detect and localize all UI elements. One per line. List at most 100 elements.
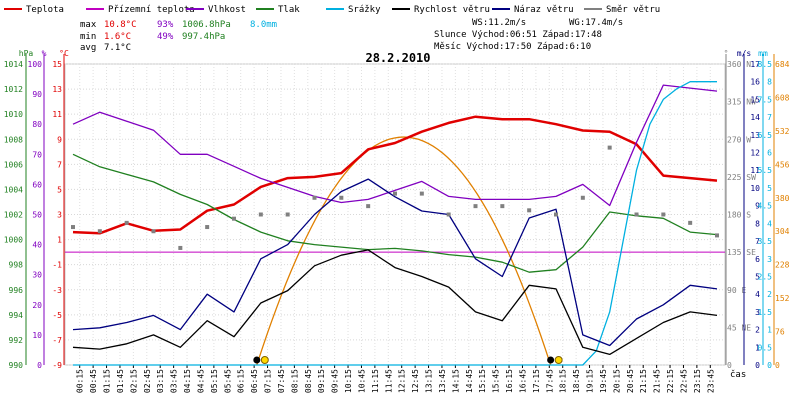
x-tick-label: 16:15: [505, 369, 514, 393]
x-tick-label: 22:45: [679, 369, 688, 393]
stats-min-temp: 1.6°C: [104, 32, 131, 42]
x-tick-label: 23:15: [693, 369, 702, 393]
stats-max-rain: 8.0mm: [250, 20, 277, 30]
axis-tick-wind: 16: [750, 78, 760, 87]
info-sun: Slunce Východ:06:51 Západ:17:48: [434, 30, 602, 40]
axis-tick-rain: 8.5: [758, 60, 773, 69]
axis-tick-rain: 2.5: [758, 272, 773, 281]
wind-direction-point: [285, 212, 290, 217]
axis-tick-wind: 13: [750, 131, 760, 140]
axis-tick-pressure: 1014: [4, 60, 23, 69]
x-tick-label: 07:15: [264, 369, 273, 393]
wind-direction-point: [339, 195, 344, 200]
stats-min-humidity: 49%: [157, 32, 174, 42]
wind-direction-point: [607, 145, 612, 150]
axis-tick-temperature: -9: [52, 361, 62, 370]
axis-tick-wind: 10: [750, 184, 760, 193]
axis-tick-wind: 0: [755, 361, 760, 370]
info-moon: Měsíc Východ:17:50 Západ:6:10: [434, 42, 591, 52]
axis-tick-temperature: -5: [52, 311, 62, 320]
wind-direction-point: [580, 195, 585, 200]
x-tick-label: 03:15: [156, 369, 165, 393]
x-tick-label: 00:15: [76, 369, 85, 393]
x-tick-label: 02:45: [143, 369, 152, 393]
x-tick-label: 09:15: [317, 369, 326, 393]
wind-direction-point: [97, 229, 102, 234]
axis-tick-rain: 3.5: [758, 237, 773, 246]
axis-tick-pressure: 1006: [4, 160, 23, 169]
legend-label-0: Teplota: [26, 5, 64, 15]
x-tick-label: 00:45: [89, 369, 98, 393]
legend-label-4: Srážky: [348, 5, 381, 15]
wind-direction-point: [232, 216, 236, 221]
x-tick-label: 19:15: [586, 369, 595, 393]
axis-tick-pressure: 998: [9, 261, 24, 270]
wind-direction-point: [500, 204, 505, 209]
sun-markers: [253, 356, 563, 364]
sunset-moon-icon: [547, 356, 555, 364]
x-tick-label: 22:15: [666, 369, 675, 393]
wind-direction-point: [312, 195, 317, 200]
axis-tick-humidity: 0: [37, 361, 42, 370]
x-tick-label: 10:15: [344, 369, 353, 393]
axis-tick-direction: 90 E: [727, 286, 746, 295]
series-sm-r-v-tru: [71, 145, 719, 250]
axis-tick-temperature: 7: [57, 160, 62, 169]
axis-tick-rain: 0: [767, 361, 772, 370]
axis-tick-pressure: 1000: [4, 236, 23, 245]
axis-tick-temperature: -1: [52, 261, 62, 270]
stats-max-label: max: [80, 20, 97, 30]
x-tick-label: 11:45: [384, 369, 393, 393]
axis-tick-pressure: 994: [9, 311, 24, 320]
legend-label-6: Náraz větru: [514, 5, 574, 15]
axis-tick-pressure: 992: [9, 336, 24, 345]
axis-tick-temperature: 11: [52, 110, 62, 119]
x-tick-label: 06:15: [237, 369, 246, 393]
axis-tick-rain: 6.5: [758, 131, 773, 140]
series-tlak: [72, 153, 718, 273]
wind-direction-point: [527, 208, 532, 213]
series-radiation: [256, 136, 552, 366]
wind-direction-point: [634, 212, 639, 217]
axis-tick-humidity: 80: [32, 120, 42, 129]
axis-tick-rain: 2: [767, 290, 772, 299]
x-tick-label: 12:45: [411, 369, 420, 393]
wind-direction-point: [151, 229, 156, 234]
axis-tick-direction: 180 S: [727, 211, 751, 220]
wind-direction-point: [71, 225, 75, 230]
axis-tick-wind: 7: [755, 237, 760, 246]
axis-label-temperature: °C: [59, 49, 69, 58]
stats-max-temp: 10.8°C: [104, 20, 137, 30]
axis-tick-rain: 1.5: [758, 308, 773, 317]
axis-tick-pressure: 1004: [4, 185, 23, 194]
axis-tick-humidity: 30: [32, 271, 42, 280]
x-tick-label: 16:45: [518, 369, 527, 393]
axis-tick-humidity: 20: [32, 301, 42, 310]
x-tick-label: 02:15: [129, 369, 138, 393]
x-tick-label: 05:15: [210, 369, 219, 393]
axis-tick-humidity: 40: [32, 241, 42, 250]
axis-tick-wind: 9: [755, 202, 760, 211]
series-sr-ky: [73, 81, 717, 366]
axis-tick-radiation: 228: [775, 261, 790, 270]
axis-tick-radiation: 532: [775, 127, 790, 136]
axis-tick-direction: 315 NW: [727, 98, 756, 107]
sunset-sun-icon: [554, 356, 563, 364]
wind-direction-point: [688, 220, 693, 225]
x-tick-label: 14:45: [465, 369, 474, 393]
axis-tick-pressure: 1002: [4, 211, 23, 220]
series-rychlost-v-tru: [72, 249, 718, 356]
axis-tick-wind: 6: [755, 255, 760, 264]
x-tick-label: 12:15: [398, 369, 407, 393]
wind-direction-point: [205, 225, 210, 230]
x-tick-label: 14:15: [451, 369, 460, 393]
axis-label-wind: m/s: [737, 49, 752, 58]
axis-tick-pressure: 990: [9, 361, 24, 370]
axis-tick-wind: 1: [755, 343, 760, 352]
x-tick-label: 18:15: [559, 369, 568, 393]
axis-tick-wind: 14: [750, 113, 760, 122]
axis-tick-temperature: 13: [52, 85, 62, 94]
series-n-raz-v-tru: [72, 178, 718, 347]
axis-tick-radiation: 684: [775, 60, 790, 69]
